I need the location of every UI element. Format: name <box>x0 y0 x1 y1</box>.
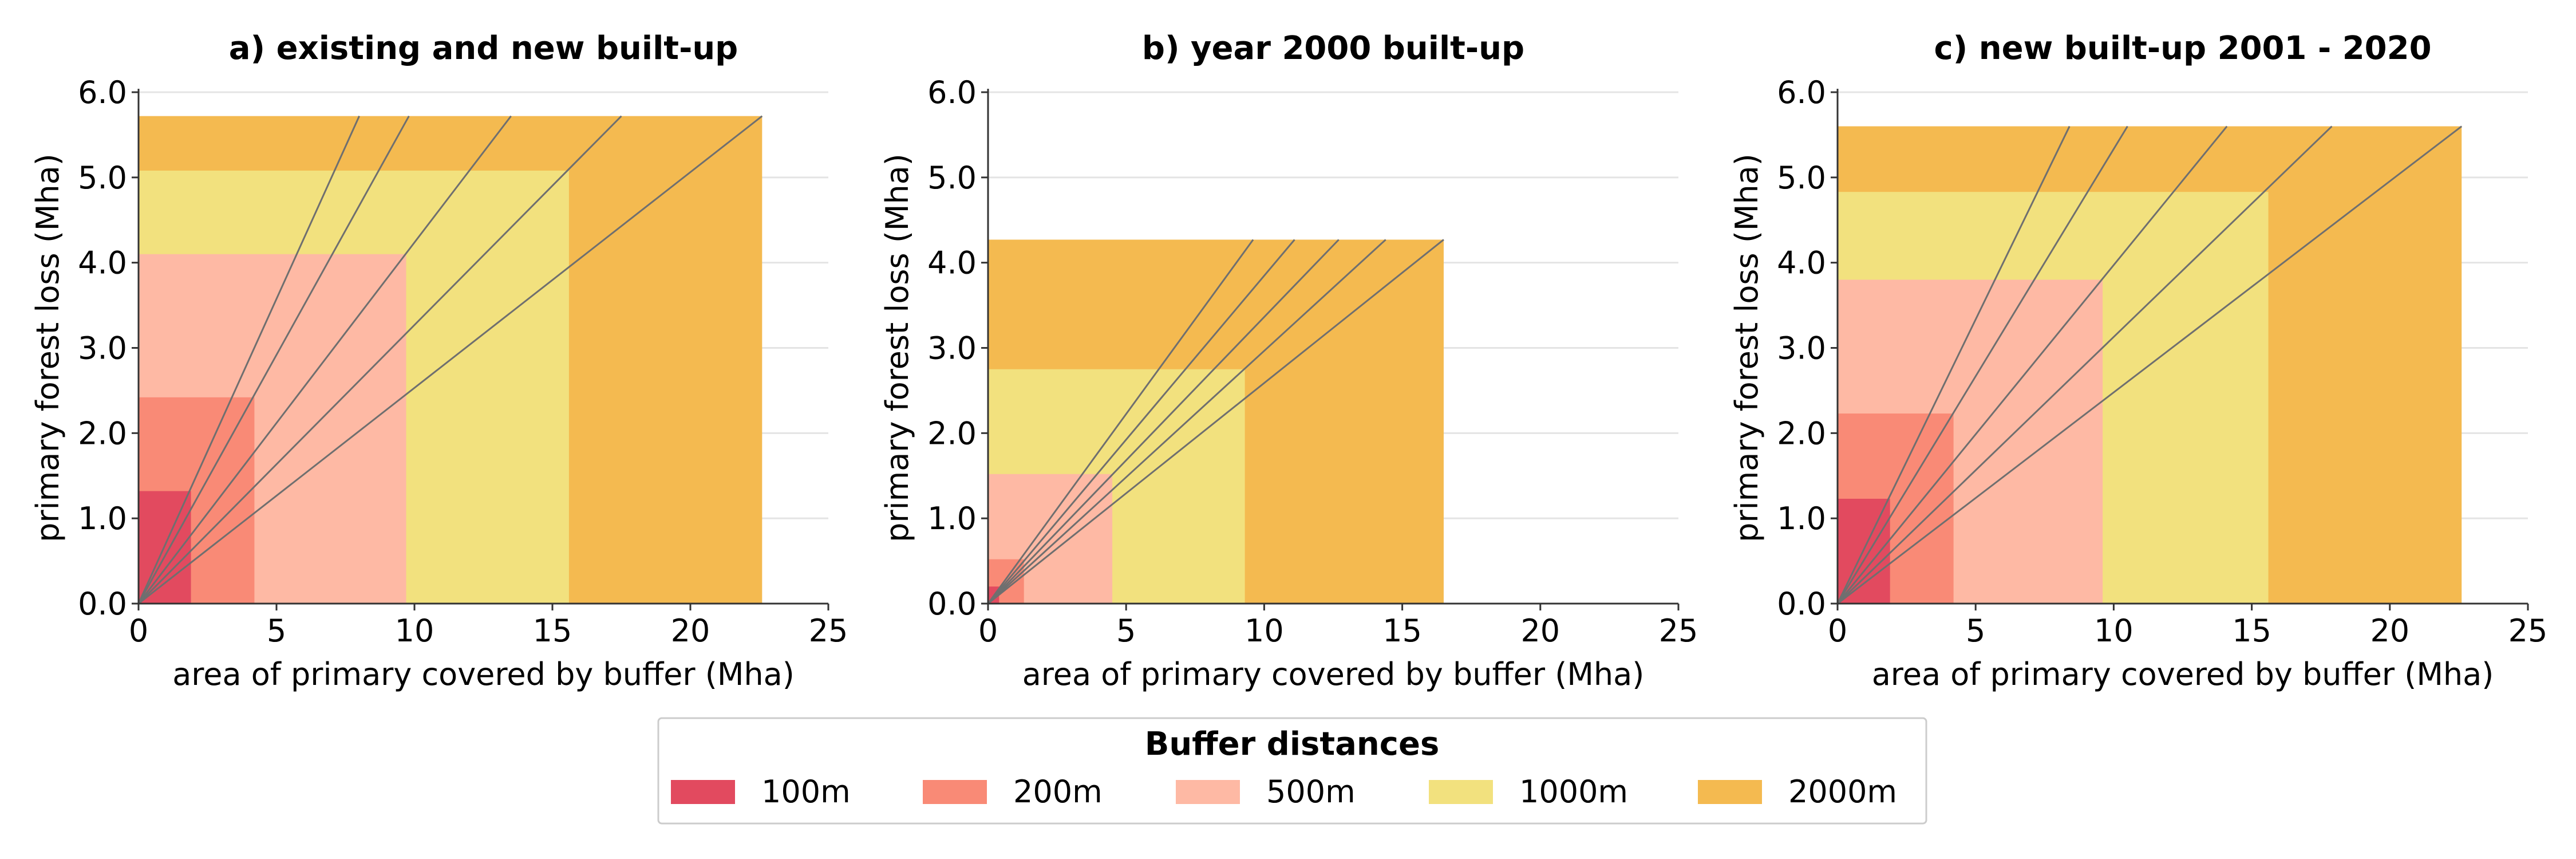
y-axis-label: primary forest loss (Mha) <box>30 153 66 542</box>
x-axis-label: area of primary covered by buffer (Mha) <box>1872 656 2494 692</box>
y-tick-label: 4.0 <box>1777 245 1826 281</box>
ratio-line <box>137 115 512 604</box>
x-tick-label: 5 <box>1966 613 1985 649</box>
legend-swatch-200m <box>923 780 987 804</box>
legend-label: 100m <box>761 774 851 810</box>
x-tick-label: 20 <box>2370 613 2409 649</box>
x-tick-label: 15 <box>1382 613 1422 649</box>
y-tick-label: 6.0 <box>78 74 127 111</box>
ratio-line <box>987 239 1340 605</box>
x-tick-label: 5 <box>1116 613 1136 649</box>
y-tick-label: 6.0 <box>1777 74 1826 111</box>
x-tick-label: 5 <box>267 613 286 649</box>
y-tick-label: 1.0 <box>78 501 127 537</box>
y-tick-label: 1.0 <box>1777 501 1826 537</box>
x-tick-label: 10 <box>395 613 434 649</box>
x-tick-label: 25 <box>2508 613 2548 649</box>
y-tick-label: 4.0 <box>78 245 127 281</box>
legend-label: 2000m <box>1788 774 1897 810</box>
y-tick-label: 5.0 <box>927 160 977 196</box>
ratio-line <box>1837 125 2463 605</box>
chart-panel-2: b) year 2000 built-up 0.0 1.0 2.0 3.0 4.0 5.0 6… <box>879 30 1698 692</box>
y-tick-label: 3.0 <box>78 330 127 367</box>
x-tick-label: 10 <box>2094 613 2134 649</box>
y-tick-label: 1.0 <box>927 501 977 537</box>
x-tick-label: 10 <box>1244 613 1284 649</box>
legend-swatch-100m <box>671 780 735 804</box>
ratio-line <box>987 239 1444 605</box>
x-axis-label: area of primary covered by buffer (Mha) <box>172 656 795 692</box>
panel-title: c) new built-up 2001 - 2020 <box>1934 30 2431 67</box>
ratio-line <box>137 115 410 604</box>
ratio-line <box>987 239 1254 604</box>
x-tick-label: 25 <box>1659 613 1698 649</box>
x-tick-label: 20 <box>1520 613 1560 649</box>
legend-title: Buffer distances <box>1145 726 1440 763</box>
ratio-line <box>137 115 622 605</box>
ratio-line <box>1836 125 2128 604</box>
y-tick-label: 0.0 <box>1777 586 1826 622</box>
y-tick-label: 2.0 <box>78 415 127 451</box>
y-tick-label: 3.0 <box>1777 330 1826 367</box>
panel-title: b) year 2000 built-up <box>1142 30 1524 67</box>
y-tick-label: 5.0 <box>1777 160 1826 196</box>
chart-panel-3: c) new built-up 2001 - 2020 0.0 1.0 2.0 3.0 4… <box>1729 30 2547 692</box>
legend-label: 1000m <box>1519 774 1628 810</box>
x-tick-label: 15 <box>533 613 572 649</box>
ratio-line <box>137 116 360 604</box>
legend-swatch-500m <box>1176 780 1240 804</box>
y-tick-label: 5.0 <box>78 160 127 196</box>
y-tick-label: 0.0 <box>927 586 977 622</box>
x-axis-label: area of primary covered by buffer (Mha) <box>1022 656 1645 692</box>
legend-swatch-1000m <box>1429 780 1493 804</box>
y-tick-label: 2.0 <box>1777 415 1826 451</box>
y-tick-label: 6.0 <box>927 74 977 111</box>
chart-panels: a) existing and new built-up 0.0 1.0 2.0 3.0… <box>30 30 2547 692</box>
ratio-line <box>1836 125 2071 604</box>
x-tick-label: 0 <box>1828 613 1847 649</box>
legend-swatch-2000m <box>1698 780 1762 804</box>
legend-label: 500m <box>1266 774 1356 810</box>
x-tick-label: 20 <box>671 613 710 649</box>
x-tick-label: 15 <box>2232 613 2271 649</box>
y-tick-label: 0.0 <box>78 586 127 622</box>
y-axis-label: primary forest loss (Mha) <box>879 153 915 542</box>
y-axis-label: primary forest loss (Mha) <box>1729 153 1765 542</box>
chart-panel-1: a) existing and new built-up 0.0 1.0 2.0 3.0… <box>30 30 848 692</box>
panel-title: a) existing and new built-up <box>229 30 738 67</box>
x-tick-label: 0 <box>129 613 148 649</box>
legend: Buffer distances 100m 200m 500m 1000m 2000m <box>657 717 1927 825</box>
legend-label: 200m <box>1013 774 1103 810</box>
x-tick-label: 0 <box>978 613 998 649</box>
ratio-line <box>1836 125 2228 604</box>
x-tick-label: 25 <box>809 613 848 649</box>
y-tick-label: 4.0 <box>927 245 977 281</box>
ratio-line <box>138 115 763 605</box>
ratio-line <box>987 239 1295 604</box>
ratio-line <box>987 239 1386 605</box>
legend-items: 100m 200m 500m 1000m 2000m <box>671 774 1897 810</box>
y-tick-label: 2.0 <box>927 415 977 451</box>
y-tick-label: 3.0 <box>927 330 977 367</box>
ratio-line <box>1836 125 2333 605</box>
